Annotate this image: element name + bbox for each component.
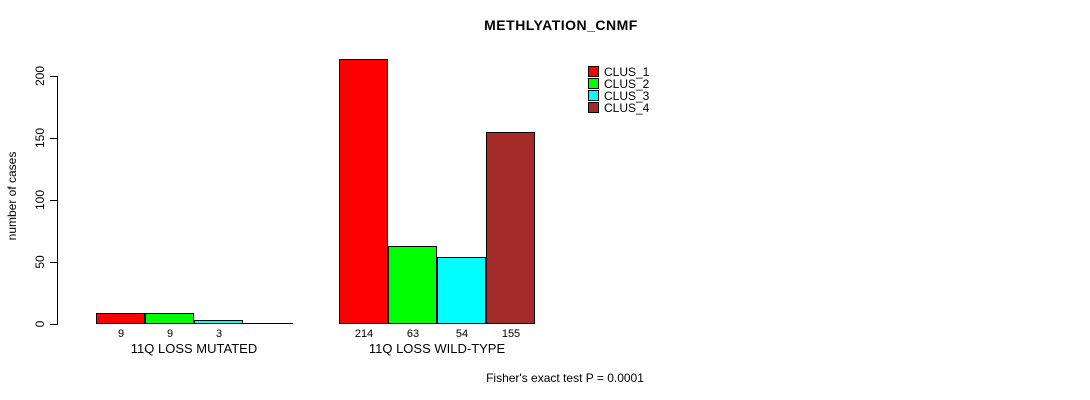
x-group-label: 11Q LOSS WILD-TYPE — [368, 341, 506, 356]
bar-CLUS_2 — [145, 313, 194, 324]
bar-CLUS_1 — [339, 59, 388, 324]
y-tick-label: 50 — [33, 255, 47, 269]
y-tick-label: 100 — [33, 189, 47, 211]
bar-CLUS_3 — [437, 257, 486, 324]
legend-label: CLUS_3 — [604, 89, 650, 103]
y-tick — [50, 262, 57, 263]
legend-swatch-CLUS_4 — [588, 102, 599, 113]
y-tick — [50, 200, 57, 201]
y-tick — [50, 324, 57, 325]
legend-swatch-CLUS_3 — [588, 90, 599, 101]
legend-label: CLUS_4 — [604, 101, 650, 115]
bar-value-label: 3 — [215, 328, 223, 340]
legend-swatch-CLUS_1 — [588, 66, 599, 77]
chart-title: METHLYATION_CNMF — [484, 17, 638, 33]
bar-CLUS_4-zero — [243, 323, 293, 324]
legend-label: CLUS_2 — [604, 77, 650, 91]
x-group-label: 11Q LOSS MUTATED — [130, 341, 258, 356]
y-axis-line — [57, 76, 58, 325]
y-tick-label: 200 — [33, 65, 47, 87]
y-tick-label: 150 — [33, 127, 47, 149]
bar-value-label: 54 — [455, 328, 469, 340]
bar-CLUS_3 — [194, 320, 243, 324]
legend-label: CLUS_1 — [604, 65, 650, 79]
y-tick — [50, 76, 57, 77]
annotation-text: Fisher's exact test P = 0.0001 — [486, 371, 644, 385]
legend-swatch-CLUS_2 — [588, 78, 599, 89]
y-axis-label: number of cases — [5, 151, 19, 241]
bar-value-label: 9 — [117, 328, 125, 340]
bar-value-label: 63 — [406, 328, 420, 340]
y-tick-label: 0 — [33, 320, 47, 328]
bar-CLUS_1 — [96, 313, 145, 324]
bar-CLUS_4 — [486, 132, 535, 324]
bar-value-label: 214 — [354, 328, 374, 340]
bar-value-label: 9 — [166, 328, 174, 340]
bar-CLUS_2 — [388, 246, 437, 324]
y-tick — [50, 138, 57, 139]
bar-value-label: 155 — [501, 328, 521, 340]
